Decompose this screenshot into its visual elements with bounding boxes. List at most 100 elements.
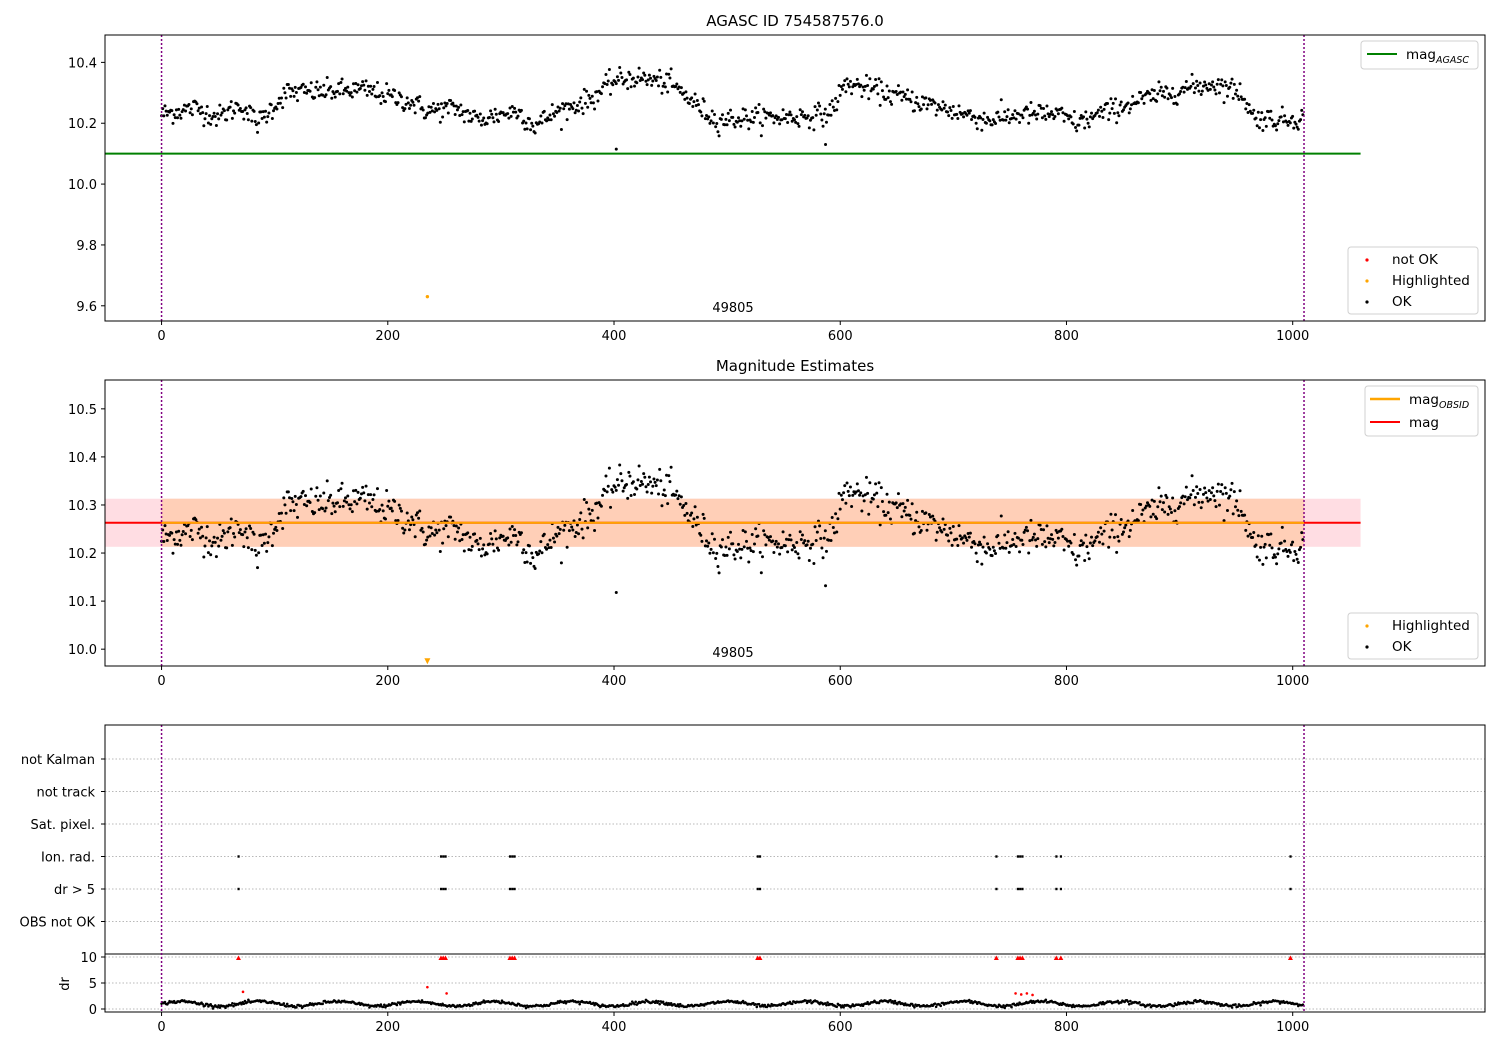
ok-point xyxy=(878,103,882,107)
ok-point xyxy=(1002,546,1006,550)
ok-point xyxy=(460,113,464,117)
ok-point xyxy=(978,540,982,544)
flag-mark xyxy=(756,887,759,891)
ok-point xyxy=(614,488,618,492)
ok-point xyxy=(577,109,581,113)
ok-point xyxy=(539,540,543,544)
ok-point xyxy=(310,510,314,514)
panel2-title: Magnitude Estimates xyxy=(716,357,874,375)
ok-point xyxy=(349,503,353,507)
ok-point xyxy=(850,504,854,508)
ok-point xyxy=(1197,89,1201,93)
ok-point xyxy=(1156,92,1160,96)
ok-point xyxy=(860,509,864,513)
ok-point xyxy=(421,108,425,112)
ok-point xyxy=(956,543,960,547)
ok-point xyxy=(1179,89,1183,93)
ok-point xyxy=(509,114,513,118)
ok-point xyxy=(662,488,666,492)
dr-point xyxy=(757,1002,761,1006)
ok-point xyxy=(919,529,923,533)
ok-point xyxy=(561,102,565,106)
ok-point xyxy=(701,97,705,101)
ok-point xyxy=(309,487,313,491)
ok-point xyxy=(846,82,850,86)
ok-point xyxy=(478,112,482,116)
ok-point xyxy=(938,526,942,530)
dr-point xyxy=(1236,1005,1240,1008)
ok-point xyxy=(1189,493,1193,497)
ok-point xyxy=(798,530,802,534)
ok-point xyxy=(407,107,411,111)
ok-point xyxy=(1291,114,1295,118)
ok-point xyxy=(510,525,514,529)
ok-point xyxy=(597,501,601,505)
dr-tick-label: 5 xyxy=(89,977,97,992)
ok-point xyxy=(476,115,480,119)
ok-point xyxy=(736,542,740,546)
dr-point xyxy=(232,1004,235,1008)
ok-point xyxy=(617,483,621,487)
x-tick-label: 0 xyxy=(157,674,165,689)
ok-point xyxy=(682,503,686,507)
ok-point xyxy=(181,108,185,112)
ok-point xyxy=(649,76,653,80)
ok-point xyxy=(822,112,826,116)
ok-point xyxy=(182,103,186,107)
ok-point xyxy=(1114,97,1118,101)
ok-point xyxy=(564,102,568,106)
ok-point xyxy=(633,492,637,496)
ok-point xyxy=(925,107,929,111)
ok-point xyxy=(301,82,305,86)
ok-point xyxy=(652,477,656,481)
ok-point xyxy=(1277,547,1281,551)
ok-point xyxy=(260,116,264,120)
ok-point xyxy=(619,472,623,476)
ok-point xyxy=(934,113,938,117)
y-tick-label: 10.3 xyxy=(68,499,97,514)
ok-point xyxy=(346,494,350,498)
ok-point xyxy=(992,549,996,553)
ok-point xyxy=(365,507,369,511)
ok-point xyxy=(811,116,815,120)
ok-point xyxy=(1280,105,1284,109)
ok-point xyxy=(692,100,696,104)
ok-point xyxy=(1257,558,1261,562)
x-tick-label: 600 xyxy=(828,1020,853,1035)
ok-point xyxy=(482,543,486,547)
ok-point xyxy=(607,67,611,71)
ok-point xyxy=(1032,532,1036,536)
ok-point xyxy=(914,519,918,523)
ok-point xyxy=(174,108,178,112)
ok-point xyxy=(291,89,295,93)
ok-point xyxy=(807,558,811,562)
ok-point xyxy=(1198,488,1202,492)
ok-point xyxy=(294,502,298,506)
ok-point xyxy=(1100,532,1104,536)
flag-mark xyxy=(444,887,447,891)
ok-point xyxy=(362,83,366,87)
ok-point xyxy=(1006,108,1010,112)
ok-point xyxy=(611,490,615,494)
ok-point xyxy=(1159,494,1163,498)
ok-point xyxy=(478,536,482,540)
ok-point xyxy=(411,518,415,522)
dr-clipped-marker xyxy=(235,955,241,960)
ok-point xyxy=(1111,101,1115,105)
ok-point xyxy=(702,99,706,103)
ok-point xyxy=(485,552,489,556)
ok-point xyxy=(350,95,354,99)
ok-point xyxy=(524,121,528,125)
ok-point xyxy=(676,497,680,501)
ok-point xyxy=(642,472,646,476)
ok-point xyxy=(1090,111,1094,115)
ok-point xyxy=(1127,111,1131,115)
ok-point xyxy=(1014,544,1018,548)
ok-point xyxy=(367,501,371,505)
ok-point xyxy=(823,107,827,111)
ok-point xyxy=(1052,544,1056,548)
ok-point xyxy=(1201,492,1205,496)
ok-point xyxy=(350,510,354,514)
